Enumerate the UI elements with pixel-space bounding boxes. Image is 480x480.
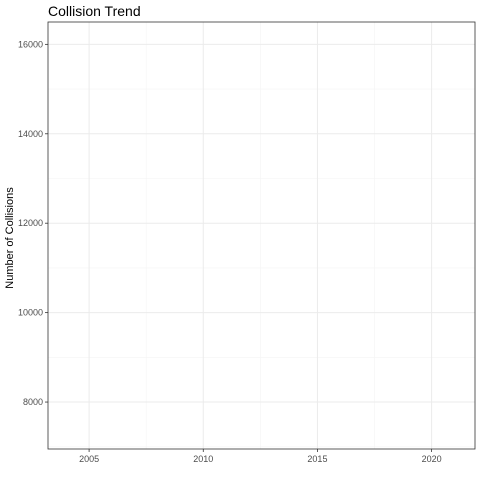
y-tick-label: 10000 [18,308,43,318]
y-tick-label: 8000 [23,397,43,407]
x-tick-label: 2020 [422,454,442,464]
y-tick-label: 12000 [18,218,43,228]
x-tick-label: 2010 [193,454,213,464]
panel-border [47,21,476,450]
y-axis: 8000 10000 12000 14000 16000 [18,39,48,407]
x-axis: 2005 2010 2015 2020 [79,449,442,464]
y-tick-label: 16000 [18,39,43,49]
y-tick-label: 14000 [18,129,43,139]
chart-title: Collision Trend [48,3,141,19]
grid-lines [48,22,475,449]
x-tick-label: 2005 [79,454,99,464]
x-tick-label: 2015 [307,454,327,464]
